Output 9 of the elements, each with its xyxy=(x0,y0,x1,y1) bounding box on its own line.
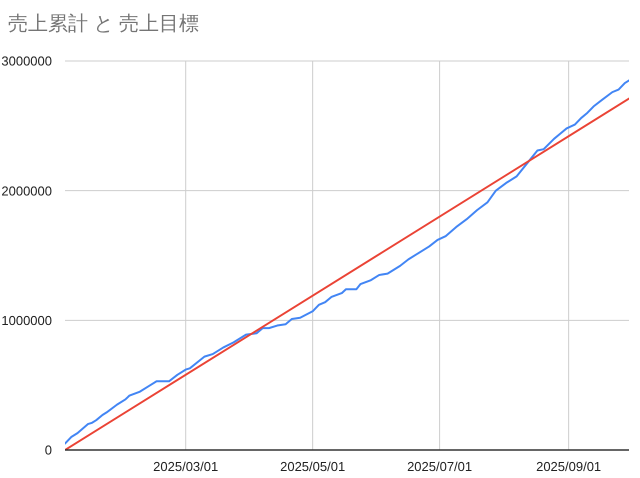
x-tick-label: 2025/05/01 xyxy=(280,459,346,474)
x-tick-label: 2025/03/01 xyxy=(153,459,218,474)
y-tick-label: 2000000 xyxy=(1,183,52,198)
chart-title: 売上累計 と 売上目標 xyxy=(8,12,200,37)
x-tick-label: 2025/07/01 xyxy=(407,459,472,474)
x-tick-label: 2025/09/01 xyxy=(536,459,602,474)
y-tick-label: 1000000 xyxy=(1,312,52,328)
y-tick-label: 3000000 xyxy=(1,54,52,69)
y-tick-label: 0 xyxy=(44,442,52,458)
